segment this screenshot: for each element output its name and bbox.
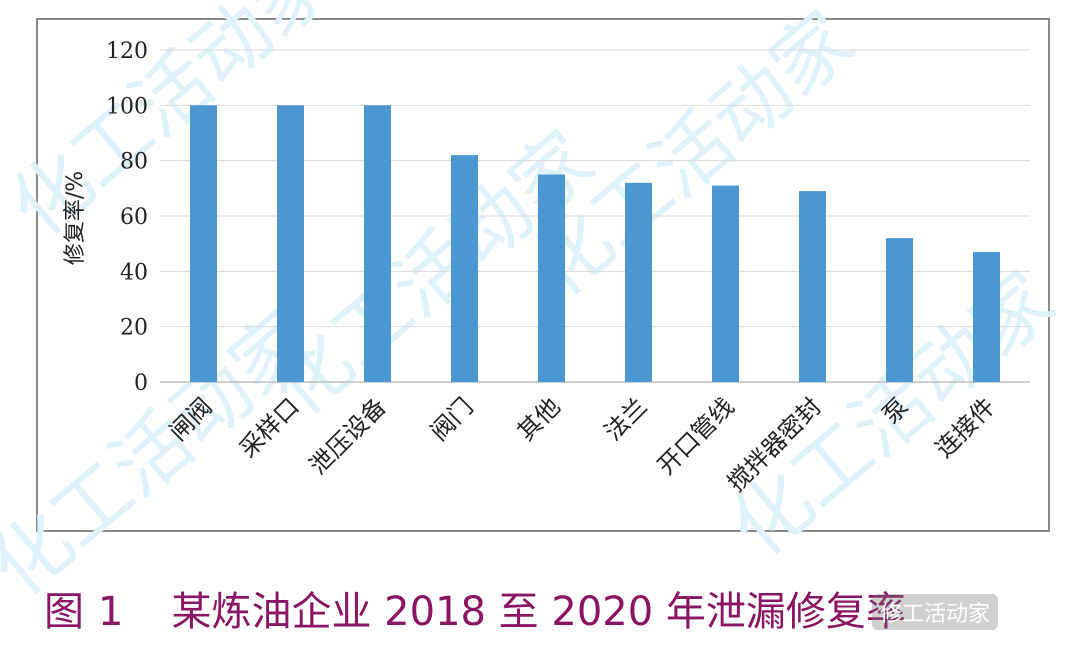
x-tick-label: 采样口 [234,392,305,463]
y-tick-label: 80 [120,150,148,175]
x-tick-label: 阀门 [425,392,479,446]
bars [190,105,1000,382]
x-tick-label: 搅拌器密封 [722,392,827,497]
x-tick-label: 其他 [512,392,566,446]
y-tick-label: 20 [120,316,148,341]
caption-label: 图 [44,589,84,635]
y-tick-label: 100 [106,94,148,119]
source-credit: 修工活动家 [872,594,999,630]
x-tick-label: 连接件 [930,392,1001,463]
bar [799,191,826,382]
bar [364,105,391,382]
caption-number: 1 [98,589,124,635]
x-tick-label: 开口管线 [652,392,740,480]
bar [538,174,565,382]
figure-caption: 图 1 某炼油企业 2018 至 2020 年泄漏修复率 [44,584,906,640]
y-tick-label: 120 [106,39,148,64]
y-axis-label: 修复率/% [63,171,88,265]
x-tick-label: 泄压设备 [304,392,392,480]
x-tick-label: 泵 [877,392,914,429]
bar [712,185,739,382]
bar [973,251,1000,382]
bar [277,105,304,382]
y-tick-labels: 0 20 40 60 80 100 120 [106,39,148,396]
y-tick-label: 0 [134,371,148,396]
x-tick-labels: 闸阀 采样口 泄压设备 阀门 其他 法兰 开口管线搅拌器密封 泵连接件 [164,392,1001,497]
bar [886,238,913,382]
y-tick-label: 60 [120,205,148,230]
y-tick-label: 40 [120,260,148,285]
x-tick-label: 法兰 [599,392,653,446]
bar [190,105,217,382]
caption-title: 某炼油企业 2018 至 2020 年泄漏修复率 [171,589,906,635]
gridlines [160,49,1030,383]
x-tick-label: 闸阀 [164,392,218,446]
bar [625,182,652,382]
bar [451,155,478,382]
